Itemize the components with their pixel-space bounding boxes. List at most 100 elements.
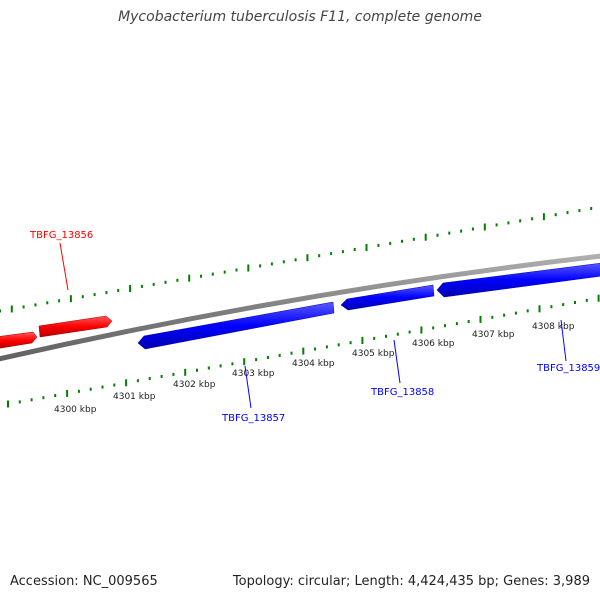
inner-track-minor-tick — [290, 351, 293, 355]
outer-track-major-tick — [188, 274, 191, 282]
outer-track-minor-tick — [164, 280, 167, 284]
outer-track-minor-tick — [81, 295, 84, 299]
outer-track-minor-tick — [566, 211, 569, 215]
scale-label-4306: 4306 kbp — [412, 339, 455, 349]
outer-track-minor-tick — [152, 282, 155, 286]
outer-track-minor-tick — [294, 258, 297, 262]
outer-track-minor-tick — [460, 229, 463, 233]
genome-backbone — [0, 253, 600, 362]
outer-track-major-tick — [129, 285, 132, 292]
inner-track-minor-tick — [255, 358, 258, 362]
inner-track-minor-tick — [467, 320, 470, 323]
outer-track-minor-tick — [282, 260, 285, 264]
outer-track-minor-tick — [58, 299, 61, 303]
inner-track-minor-tick — [550, 305, 553, 309]
inner-track-major-tick — [184, 368, 187, 376]
outer-track-major-tick — [306, 254, 309, 262]
scale-label-4305: 4305 kbp — [352, 349, 395, 359]
outer-track-major-tick — [10, 305, 13, 313]
inner-track-minor-tick — [514, 311, 517, 315]
outer-track-minor-tick — [519, 219, 522, 223]
gene-label-tbfg-13856[interactable]: TBFG_13856 — [29, 230, 93, 241]
scale-label-4307: 4307 kbp — [472, 330, 515, 340]
inner-track-major-tick — [538, 305, 541, 313]
inner-track-minor-tick — [526, 309, 529, 313]
map-title: Mycobacterium tuberculosis F11, complete… — [118, 9, 482, 25]
outer-track-minor-tick — [46, 301, 49, 305]
outer-track-minor-tick — [507, 221, 510, 225]
inner-track-minor-tick — [444, 324, 446, 328]
inner-track-minor-tick — [432, 326, 435, 330]
outer-track-major-tick — [247, 264, 250, 272]
outer-track-minor-tick — [578, 209, 581, 213]
inner-track-minor-tick — [196, 368, 198, 372]
inner-track-minor-tick — [408, 330, 411, 334]
gene-arrow-tbfg-13857[interactable] — [137, 301, 335, 350]
outer-track-minor-tick — [117, 289, 120, 292]
inner-track-major-tick — [243, 358, 246, 366]
outer-tick-track — [0, 207, 593, 313]
outer-track-minor-tick — [412, 237, 415, 241]
scale-label-4303: 4303 kbp — [232, 369, 275, 379]
inner-track-major-tick — [66, 389, 69, 397]
gene-arrow-tbfg-13856[interactable] — [38, 315, 113, 338]
outer-track-minor-tick — [105, 291, 108, 295]
inner-track-major-tick — [302, 347, 305, 355]
outer-track-minor-tick — [353, 248, 356, 251]
inner-track-minor-tick — [113, 383, 116, 387]
inner-track-minor-tick — [266, 356, 269, 359]
inner-track-minor-tick — [18, 400, 21, 404]
gene-label-tbfg-13859[interactable]: TBFG_13859 — [536, 363, 600, 374]
inner-track-minor-tick — [491, 315, 494, 319]
inner-track-minor-tick — [349, 341, 352, 345]
inner-track-minor-tick — [89, 387, 92, 391]
inner-track-minor-tick — [574, 301, 576, 304]
gene-label-tbfg-13858[interactable]: TBFG_13858 — [370, 387, 434, 398]
gene-arrow-tbfg-13859[interactable] — [436, 262, 600, 298]
outer-track-minor-tick — [436, 233, 439, 237]
inner-track-minor-tick — [314, 347, 317, 351]
outer-track-major-tick — [424, 233, 427, 241]
outer-track-minor-tick — [341, 250, 344, 254]
inner-track-minor-tick — [77, 389, 80, 393]
outer-track-minor-tick — [401, 239, 403, 243]
inner-track-minor-tick — [385, 334, 387, 338]
genome-summary: Topology: circular; Length: 4,424,435 bp… — [232, 574, 590, 589]
outer-track-minor-tick — [495, 223, 498, 227]
outer-track-minor-tick — [140, 284, 143, 288]
inner-track-minor-tick — [503, 313, 506, 317]
outer-track-minor-tick — [471, 227, 474, 231]
accession-label: Accession: NC_009565 — [10, 574, 158, 589]
inner-track-major-tick — [420, 326, 423, 334]
scale-label-4304: 4304 kbp — [292, 359, 335, 369]
outer-track-major-tick — [69, 295, 72, 303]
outer-track-minor-tick — [176, 278, 179, 282]
inner-track-minor-tick — [148, 377, 151, 381]
outer-track-minor-tick — [22, 305, 25, 309]
leader-line-tbfg-13858 — [393, 339, 401, 384]
outer-track-minor-tick — [448, 231, 451, 235]
inner-track-minor-tick — [396, 332, 399, 336]
inner-track-minor-tick — [337, 343, 340, 347]
gene-arrow-tbfg-13858[interactable] — [340, 284, 435, 311]
scale-label-4308: 4308 kbp — [532, 322, 575, 332]
inner-track-minor-tick — [136, 379, 139, 383]
outer-track-minor-tick — [330, 252, 333, 256]
outer-track-minor-tick — [34, 303, 37, 307]
gene-label-tbfg-13857[interactable]: TBFG_13857 — [221, 413, 285, 424]
outer-track-minor-tick — [554, 213, 557, 217]
outer-track-minor-tick — [531, 217, 534, 221]
outer-track-minor-tick — [259, 264, 262, 268]
outer-track-minor-tick — [0, 309, 1, 313]
scale-label-4301: 4301 kbp — [113, 392, 156, 402]
outer-track-major-tick — [365, 244, 368, 251]
gene-arrow-forward[interactable] — [0, 331, 38, 349]
inner-track-major-tick — [597, 294, 600, 302]
inner-track-minor-tick — [207, 366, 210, 370]
inner-track-minor-tick — [455, 322, 458, 326]
outer-track-minor-tick — [389, 241, 392, 245]
outer-track-minor-tick — [590, 207, 593, 210]
outer-track-major-tick — [542, 213, 545, 221]
